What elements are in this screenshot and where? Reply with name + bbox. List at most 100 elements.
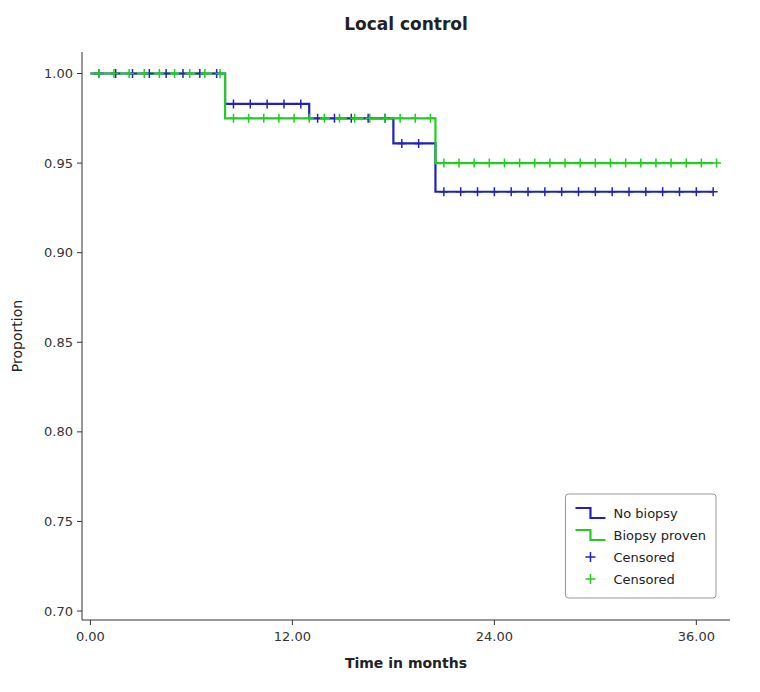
censor-mark [140,69,149,78]
censor-mark [561,159,570,168]
censor-mark [155,69,164,78]
y-tick [77,163,82,164]
censor-mark [473,187,482,196]
x-axis-label: Time in months [345,655,467,671]
censor-mark [651,159,660,168]
censor-mark [709,187,718,196]
censor-mark [576,159,585,168]
censor-mark [414,139,423,148]
censor-mark [263,99,272,108]
censor-mark [636,159,645,168]
background [0,0,760,692]
chart: Local control0.0012.0024.0036.000.700.75… [0,0,760,692]
x-tick [696,620,697,625]
x-axis-line [82,620,730,621]
censor-mark [279,99,288,108]
censor-mark [305,114,314,123]
censor-mark [259,114,268,123]
censor-mark [296,99,305,108]
x-tick-label: 36.00 [678,629,715,644]
legend-item: Biopsy proven [575,528,706,543]
censor-mark [530,159,539,168]
censor-mark [507,187,516,196]
censor-mark [675,187,684,196]
legend-handle [585,552,595,562]
censor-mark [540,187,549,196]
censor-mark [500,159,509,168]
x-tick [292,620,293,625]
censor-mark [524,187,533,196]
censor-mark [246,99,255,108]
x-tick [90,620,91,625]
legend-item: No biopsy [575,506,678,521]
y-tick [77,342,82,343]
y-tick-label: 0.70 [44,604,73,619]
censor-mark [365,114,374,123]
censor-mark [411,114,420,123]
censor-mark [229,114,238,123]
censor-mark [682,159,691,168]
x-tick-label: 12.00 [274,629,311,644]
y-tick-label: 0.85 [44,335,73,350]
censor-mark [125,69,134,78]
legend-label: Censored [613,572,674,587]
marks [90,69,721,196]
censor-mark [667,159,676,168]
y-tick [77,611,82,612]
censor-mark [490,187,499,196]
censor-mark [185,69,194,78]
censor-mark [200,69,209,78]
censor-mark [470,159,479,168]
censor-mark [712,159,721,168]
censor-mark [94,69,103,78]
censor-mark [396,114,405,123]
censor-mark [170,69,179,78]
censor-mark [216,69,225,78]
legend-handle [575,508,605,518]
censor-mark [574,187,583,196]
y-tick-label: 0.80 [44,424,73,439]
y-tick-label: 0.90 [44,245,73,260]
y-tick [77,431,82,432]
y-tick-label: 0.75 [44,514,73,529]
x-tick-label: 0.00 [76,629,105,644]
legend-label: Biopsy proven [613,528,706,543]
censor-mark [274,114,283,123]
censor-mark [94,69,103,78]
y-tick [77,252,82,253]
censor-mark [557,187,566,196]
censor-mark [380,114,389,123]
censor-mark [606,159,615,168]
censor-mark [591,187,600,196]
censor-mark [455,159,464,168]
censor-mark [290,114,299,123]
censor-mark [426,114,435,123]
censor-mark [658,187,667,196]
legend-handle [585,574,595,584]
y-tick-label: 0.95 [44,156,73,171]
y-axis-label: Proportion [9,300,25,372]
censor-mark [621,159,630,168]
legend: No biopsyBiopsy provenCensoredCensored [565,494,716,598]
censor-mark [109,69,118,78]
censor-mark [350,114,359,123]
censor-mark [608,187,617,196]
legend-item: Censored [585,572,674,587]
censor-mark [380,114,389,123]
y-tick-label: 1.00 [44,66,73,81]
censor-mark [439,187,448,196]
censor-mark [641,187,650,196]
legend-handle [575,530,605,540]
legend-label: No biopsy [613,506,678,521]
censor-mark [335,114,344,123]
censor-mark [456,187,465,196]
x-tick [494,620,495,625]
censor-mark [397,139,406,148]
y-tick [77,521,82,522]
censor-mark [320,114,329,123]
censor-mark [591,159,600,168]
y-tick [77,73,82,74]
survival-curve [90,74,713,192]
censor-mark [229,99,238,108]
survival-curve [90,74,713,164]
